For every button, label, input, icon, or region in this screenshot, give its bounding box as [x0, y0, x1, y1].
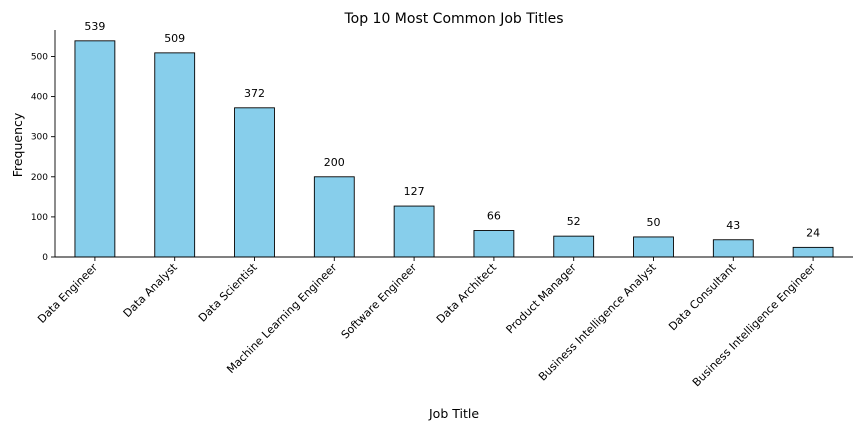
bar — [473, 230, 515, 258]
bar — [633, 236, 674, 258]
data-label: 127 — [404, 185, 425, 198]
data-label: 24 — [806, 226, 820, 239]
y-tick-label: 400 — [31, 93, 48, 103]
x-tick-label: Software Engineer — [339, 261, 420, 342]
y-axis-label: Frequency — [10, 112, 25, 177]
bar — [74, 40, 116, 258]
x-tick-label: Data Scientist — [196, 260, 260, 324]
data-label: 509 — [164, 32, 185, 45]
bar — [393, 205, 435, 258]
data-label: 200 — [324, 156, 345, 169]
y-tick-label: 100 — [31, 213, 48, 223]
x-tick-label: Data Engineer — [35, 261, 100, 326]
bar — [553, 235, 595, 258]
data-label: 43 — [726, 219, 740, 232]
chart-title: Top 10 Most Common Job Titles — [343, 11, 563, 27]
bars-group — [74, 40, 834, 258]
x-tick-label: Data Architect — [434, 260, 500, 326]
x-tick-label: Data Consultant — [666, 260, 739, 333]
bar — [234, 107, 275, 258]
x-tick-label: Product Manager — [504, 261, 580, 337]
bar — [313, 176, 355, 258]
data-label: 50 — [647, 216, 661, 229]
y-tick-label: 500 — [31, 52, 48, 62]
data-label: 66 — [487, 210, 501, 223]
x-axis-label: Job Title — [428, 406, 479, 421]
y-tick-label: 300 — [31, 133, 48, 143]
data-label: 539 — [84, 20, 105, 33]
y-tick-label: 0 — [42, 253, 48, 263]
bar — [792, 246, 834, 258]
y-tick-label: 200 — [31, 173, 48, 183]
data-labels-group: 539 509 372 200 127 66 52 50 43 24 — [84, 20, 820, 240]
bar — [154, 52, 196, 258]
y-axis: 0 100 200 300 400 500 — [31, 52, 55, 263]
data-label: 372 — [244, 87, 265, 100]
x-tick-label: Data Analyst — [121, 260, 181, 320]
data-label: 52 — [567, 215, 581, 228]
bar — [712, 239, 754, 258]
x-axis: Data Engineer Data Analyst Data ScientistM… — [35, 257, 819, 389]
